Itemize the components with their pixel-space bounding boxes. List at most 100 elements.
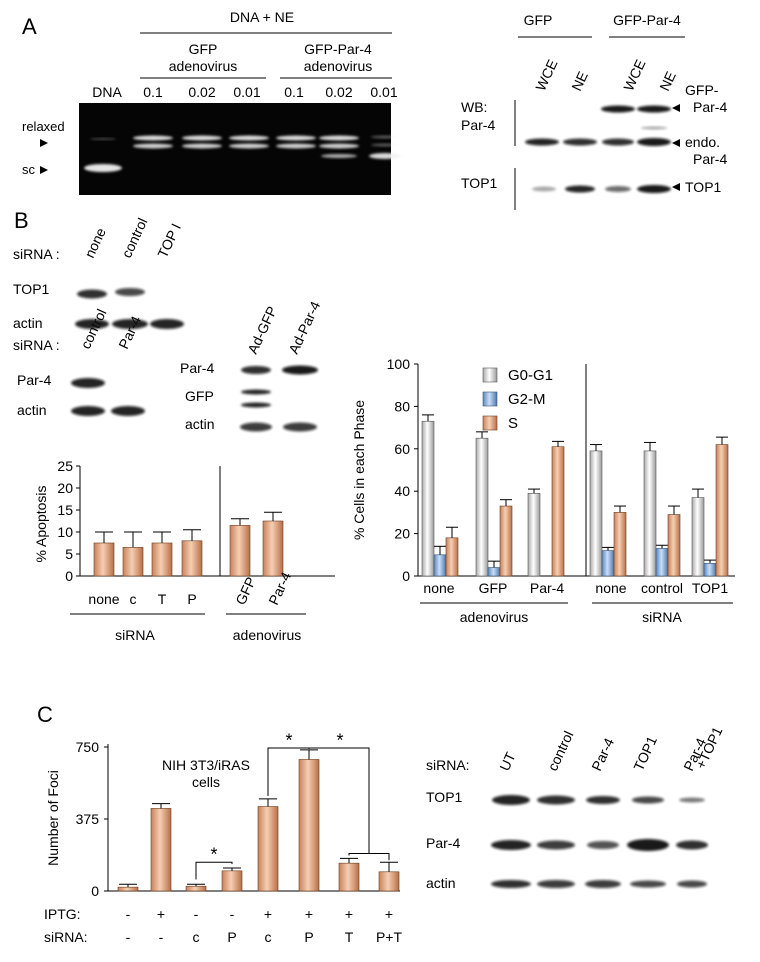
gel-band-relaxed-a-0 bbox=[133, 135, 173, 141]
blotB1-lane-labels: none control TOP I bbox=[81, 215, 184, 260]
b2-bar-2-5 bbox=[715, 444, 729, 577]
c-ytick-label-1: 375 bbox=[76, 811, 100, 827]
c-sirna-4: c bbox=[265, 929, 272, 945]
gel-group2-line2: adenovirus bbox=[304, 58, 373, 74]
blotC-actin-0 bbox=[491, 880, 531, 888]
blotA-band-endo-2 bbox=[563, 138, 597, 146]
b2-legend-swatch-0 bbox=[482, 367, 498, 383]
b2-cat-4: control bbox=[641, 580, 683, 596]
b2-bar-0-0 bbox=[421, 420, 435, 577]
b2-bar-1-5 bbox=[703, 562, 717, 577]
panel-letter-a: A bbox=[22, 14, 37, 39]
blotA-band-top1-2 bbox=[565, 185, 595, 193]
blotC-sirna-label: siRNA: bbox=[426, 757, 470, 773]
b2-ytick-label-1: 20 bbox=[394, 526, 410, 542]
blotC-lane-3: TOP1 bbox=[630, 733, 660, 773]
gel-band-relaxed-a-3 bbox=[276, 135, 316, 141]
blotB2-par4-control bbox=[71, 378, 105, 388]
blotB3-lane-0: Ad-GFP bbox=[244, 304, 280, 357]
gel-lane-5: 0.02 bbox=[325, 84, 352, 100]
blotB1-sirna-label: siRNA : bbox=[13, 246, 60, 262]
blotA-bands bbox=[525, 105, 671, 193]
c-ytick-label-0: 0 bbox=[91, 883, 99, 899]
c-sirna-3: P bbox=[227, 929, 236, 945]
b1-bar-1 bbox=[122, 547, 144, 577]
c-iptg-7: + bbox=[385, 906, 393, 922]
b1-ytick-label-1: 5 bbox=[65, 546, 73, 562]
blotA-group-gfp-par4: GFP-Par-4 bbox=[613, 12, 681, 28]
gel-lane-1: 0.1 bbox=[143, 84, 163, 100]
b2-bar-2-4 bbox=[667, 514, 681, 577]
blotA-band-extra bbox=[641, 126, 667, 130]
b1-bar-0 bbox=[93, 542, 115, 577]
blotC-lane-1: control bbox=[544, 728, 576, 773]
arrow-gfp-par4-icon bbox=[672, 104, 680, 112]
sc-arrow-icon bbox=[40, 166, 48, 174]
b1-ytick-label-0: 0 bbox=[65, 568, 73, 584]
c-bar-2 bbox=[185, 885, 207, 892]
gel-lane-0: DNA bbox=[92, 84, 122, 100]
c-bar-7 bbox=[378, 871, 400, 892]
gel-lane-labels: DNA 0.1 0.02 0.01 0.1 0.02 0.01 bbox=[92, 84, 398, 100]
blotC-bands bbox=[491, 795, 708, 888]
blotA-lane-2: WCE bbox=[620, 57, 648, 93]
blotA-right-gfp: GFP- bbox=[685, 82, 719, 98]
c-sig-bracket-1 bbox=[195, 861, 233, 880]
gel-band-lane7-b bbox=[371, 143, 399, 147]
panel-letter-c: C bbox=[37, 702, 53, 727]
blotA-band-gfp-par4-wce bbox=[601, 105, 635, 113]
b1-ytick-label-5: 25 bbox=[57, 458, 73, 474]
blotC-actin-2 bbox=[585, 880, 621, 888]
b2-ytick-label-5: 100 bbox=[387, 356, 411, 372]
b2-legend-swatch-2 bbox=[482, 415, 498, 431]
b2-ytick-label-2: 40 bbox=[394, 483, 410, 499]
gel-label-sc: sc bbox=[22, 162, 36, 177]
cell-cycle-chart: 0 20 40 60 80 100 % Cells in each Phase G0-G1 G2… bbox=[351, 356, 735, 625]
b1-group-adeno: adenovirus bbox=[233, 627, 302, 643]
gel-band-relaxed-b-4 bbox=[319, 143, 359, 149]
b2-ytick-label-4: 80 bbox=[394, 398, 410, 414]
gel-group1-line2: adenovirus bbox=[169, 58, 238, 74]
gel-lane-6: 0.01 bbox=[370, 84, 397, 100]
blotC-top1-3 bbox=[632, 796, 664, 804]
blotA-lane-1: NE bbox=[568, 69, 591, 93]
blotA-band-gfp-par4-ne bbox=[637, 105, 671, 113]
gel-band-lane7-sc bbox=[369, 153, 401, 159]
blotC-row-actin: actin bbox=[426, 875, 456, 891]
b2-bar-0-5 bbox=[691, 497, 705, 577]
b2-ylabel: % Cells in each Phase bbox=[351, 400, 367, 540]
b2-bar-1-4 bbox=[655, 548, 669, 577]
blotB1-row-actin: actin bbox=[13, 315, 43, 331]
blotC-lane-labels: UT control Par-4 TOP1 Par-4+TOP1 bbox=[496, 724, 725, 773]
b2-ytick-label-3: 60 bbox=[394, 441, 410, 457]
blotB2-actin-control bbox=[71, 406, 105, 416]
blotA-band-top1-4 bbox=[637, 185, 671, 193]
c-sig-star-3: * bbox=[336, 731, 343, 751]
b1-group-sirna: siRNA bbox=[115, 627, 155, 643]
blotA-band-endo-3 bbox=[602, 138, 634, 146]
c-sirna-7: P+T bbox=[376, 929, 403, 945]
blotC-actin-4 bbox=[677, 880, 707, 888]
c-iptg-3: - bbox=[230, 906, 235, 922]
arrow-endo-par4-icon bbox=[672, 139, 680, 147]
gel-band-relaxed-a-4 bbox=[319, 135, 359, 141]
b2-legend-label-0: G0-G1 bbox=[508, 367, 553, 384]
c-annotation-1: NIH 3T3/iRAS bbox=[162, 757, 250, 773]
blotB3-lane-1: Ad-Par-4 bbox=[285, 299, 323, 357]
gel-band-relaxed-a-2 bbox=[229, 135, 269, 141]
blotC-top1-2 bbox=[586, 796, 620, 804]
blotC-par4-0 bbox=[491, 840, 531, 850]
c-bar-6 bbox=[338, 862, 360, 892]
arrow-top1-icon bbox=[672, 183, 680, 191]
b2-bar-2-1 bbox=[499, 505, 513, 577]
blotA-band-endo-4 bbox=[637, 138, 671, 146]
blotC-top1-1 bbox=[537, 795, 575, 805]
blotB3-row-gfp: GFP bbox=[185, 388, 214, 404]
blotA-right-par4a: Par-4 bbox=[693, 99, 727, 115]
c-sirna-5: P bbox=[304, 929, 313, 945]
b1-cat-2: T bbox=[158, 591, 167, 607]
gel-band-mid-0 bbox=[321, 154, 357, 158]
agarose-gel bbox=[79, 103, 391, 195]
